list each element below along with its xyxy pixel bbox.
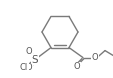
Text: Cl: Cl [20,63,28,72]
Text: O: O [25,47,32,56]
Text: O: O [91,53,97,62]
Text: O: O [73,62,80,71]
Text: S: S [31,55,38,65]
Text: O: O [25,63,32,72]
